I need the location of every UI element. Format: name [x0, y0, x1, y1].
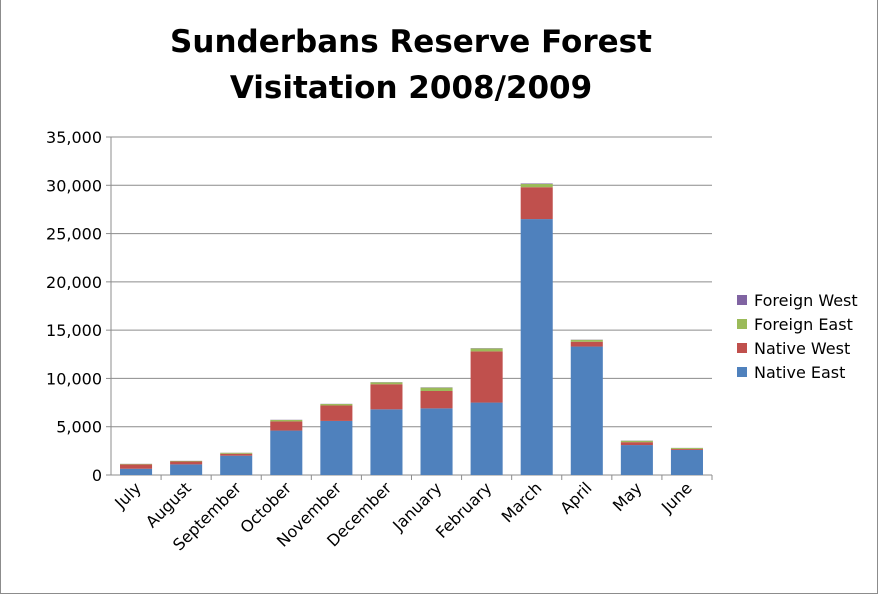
- bar-native-east-august: [170, 464, 203, 475]
- y-tick-label: 15,000: [46, 321, 102, 340]
- bar-native-east-march: [520, 219, 553, 475]
- x-tick-label: July: [110, 478, 144, 512]
- legend-swatch-native-west: [737, 343, 747, 353]
- bar-native-east-december: [370, 409, 403, 475]
- y-tick-label: 25,000: [46, 225, 102, 244]
- bar-native-west-november: [320, 405, 353, 421]
- legend-swatch-native-east: [737, 367, 747, 377]
- bar-native-west-october: [270, 421, 303, 431]
- bar-foreign-east-september: [220, 452, 253, 454]
- bar-native-west-december: [370, 384, 403, 410]
- bar-native-east-july: [120, 468, 153, 475]
- bar-native-east-october: [270, 430, 303, 475]
- chart-title-line-2: Visitation 2008/2009: [229, 70, 593, 106]
- bar-native-west-february: [470, 351, 503, 403]
- legend-swatch-foreign-east: [737, 319, 747, 329]
- y-tick-label: 35,000: [46, 128, 102, 147]
- legend-label-foreign-west: Foreign West: [754, 290, 858, 310]
- bar-foreign-east-may: [620, 440, 653, 443]
- bar-native-east-february: [470, 402, 503, 475]
- y-tick-label: 30,000: [46, 176, 102, 195]
- bar-native-west-may: [620, 442, 653, 446]
- legend-item-foreign-east: Foreign East: [737, 312, 872, 336]
- bar-native-east-september: [220, 455, 253, 475]
- y-tick-label: 0: [92, 466, 102, 485]
- y-tick-label: 5,000: [56, 418, 102, 437]
- bar-native-west-april: [570, 341, 603, 347]
- x-tick-label: March: [498, 478, 546, 526]
- bar-foreign-east-january: [420, 387, 453, 391]
- bar-native-west-march: [520, 187, 553, 220]
- bar-native-east-may: [620, 445, 653, 475]
- bar-native-east-april: [570, 346, 603, 475]
- legend-item-native-east: Native East: [737, 360, 872, 384]
- legend-swatch-foreign-west: [737, 295, 747, 305]
- legend-item-native-west: Native West: [737, 336, 872, 360]
- bar-native-west-january: [420, 390, 453, 409]
- x-tick-label: April: [556, 478, 595, 517]
- legend-label-foreign-east: Foreign East: [754, 314, 853, 334]
- x-tick-label: June: [657, 478, 696, 517]
- chart-title-line-1: Sunderbans Reserve Forest: [170, 24, 652, 60]
- bar-foreign-east-february: [470, 348, 503, 352]
- bar-foreign-east-october: [270, 419, 303, 422]
- bar-native-west-september: [220, 453, 253, 456]
- bar-native-east-november: [320, 420, 353, 475]
- bar-native-east-june: [670, 449, 703, 475]
- chart-legend: Foreign West Foreign East Native West Na…: [737, 288, 872, 384]
- bar-foreign-east-december: [370, 382, 403, 385]
- legend-item-foreign-west: Foreign West: [737, 288, 872, 312]
- legend-label-native-west: Native West: [754, 338, 851, 358]
- bar-native-west-august: [170, 461, 203, 465]
- bar-native-east-january: [420, 408, 453, 475]
- bar-native-west-july: [120, 464, 153, 469]
- bar-foreign-east-april: [570, 339, 603, 342]
- y-tick-label: 20,000: [46, 273, 102, 292]
- bar-foreign-east-august: [170, 460, 203, 462]
- bar-foreign-east-november: [320, 404, 353, 406]
- y-tick-label: 10,000: [46, 369, 102, 388]
- legend-label-native-east: Native East: [754, 362, 846, 382]
- x-tick-label: May: [609, 478, 646, 515]
- bar-foreign-east-march: [520, 183, 553, 188]
- bar-native-west-june: [670, 448, 703, 450]
- bar-foreign-east-june: [670, 447, 703, 449]
